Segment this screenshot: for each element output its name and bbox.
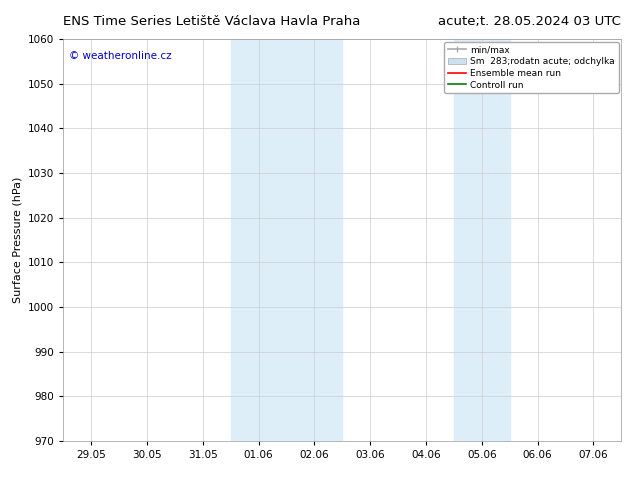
Bar: [454, 39, 510, 441]
Legend: min/max, Sm  283;rodatn acute; odchylka, Ensemble mean run, Controll run: min/max, Sm 283;rodatn acute; odchylka, …: [444, 42, 619, 93]
Bar: [231, 39, 342, 441]
Text: ENS Time Series Letiště Václava Havla Praha: ENS Time Series Letiště Václava Havla Pr…: [63, 15, 361, 28]
Text: © weatheronline.cz: © weatheronline.cz: [69, 51, 172, 61]
Y-axis label: Surface Pressure (hPa): Surface Pressure (hPa): [13, 177, 23, 303]
Text: acute;t. 28.05.2024 03 UTC: acute;t. 28.05.2024 03 UTC: [439, 15, 621, 28]
